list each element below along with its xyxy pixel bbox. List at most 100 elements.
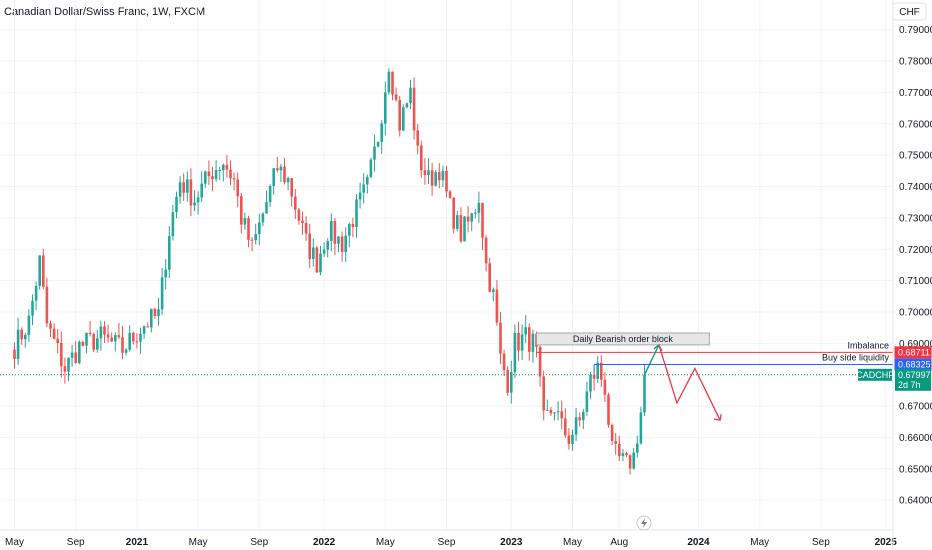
candle <box>625 451 628 458</box>
candle-body <box>384 92 387 124</box>
candle-body <box>88 332 92 335</box>
x-tick-label: May <box>376 537 395 548</box>
candle <box>308 223 311 268</box>
candle-body <box>182 182 185 193</box>
candle-body <box>42 255 45 287</box>
candle <box>380 120 383 154</box>
x-tick-label: 2024 <box>687 537 710 548</box>
candle <box>74 341 77 364</box>
candle-body <box>520 334 524 351</box>
candle-body <box>218 169 221 171</box>
candle-body <box>92 334 95 350</box>
candle-body <box>204 171 207 184</box>
candle <box>60 331 63 378</box>
candle <box>420 140 423 178</box>
candle <box>520 324 524 361</box>
candle <box>506 366 509 396</box>
candle <box>618 435 621 461</box>
candle-body <box>236 179 239 197</box>
candle-body <box>531 333 535 352</box>
candle-body <box>484 237 488 264</box>
candle <box>398 95 401 137</box>
candle <box>560 400 563 430</box>
candle-body <box>240 196 243 225</box>
candle-body <box>445 170 448 192</box>
candle-body <box>70 352 74 358</box>
candle-body <box>603 379 607 395</box>
candle <box>582 408 585 430</box>
candle <box>261 212 265 227</box>
candle <box>477 191 481 223</box>
candle <box>247 215 250 248</box>
candle-body <box>387 71 391 93</box>
candle-body <box>416 130 419 146</box>
x-tick-label: May <box>189 537 208 548</box>
candle-body <box>214 170 218 180</box>
candle-body <box>636 443 639 453</box>
candle <box>441 165 445 188</box>
candle <box>146 322 149 328</box>
candle <box>492 287 495 302</box>
currency-button[interactable]: CHF <box>892 2 927 21</box>
tradingview-icon[interactable] <box>636 515 652 531</box>
candle <box>225 154 229 178</box>
candle <box>333 218 337 256</box>
candle <box>16 317 20 366</box>
candle <box>430 162 434 196</box>
candle-body <box>297 209 301 221</box>
candle-body <box>628 455 632 469</box>
candle <box>222 163 225 182</box>
candle <box>355 194 358 238</box>
imbalance-label: Imbalance <box>847 340 889 350</box>
candle-body <box>434 172 437 186</box>
y-tick-label: 0.79000 <box>899 25 932 36</box>
x-tick-label: 2022 <box>313 537 336 548</box>
candle-body <box>470 213 473 222</box>
y-tick-label: 0.70000 <box>899 307 932 318</box>
candle <box>603 371 607 402</box>
candle <box>607 392 610 428</box>
candle <box>45 277 49 328</box>
candle <box>484 235 488 272</box>
candle-body <box>200 183 203 198</box>
annotations: Daily Bearish order block Imbalance Buy si… <box>0 332 893 421</box>
candle-body <box>589 375 592 392</box>
symbol-tag-bg <box>858 368 892 381</box>
candle <box>610 423 614 446</box>
candle-body <box>549 409 553 414</box>
candle-body <box>506 370 509 393</box>
projection-down-arrowhead <box>713 414 722 421</box>
y-tick-label: 0.78000 <box>899 57 932 68</box>
candle <box>319 245 322 276</box>
candle <box>387 68 391 95</box>
candle-body <box>639 412 643 444</box>
candle <box>171 205 175 241</box>
projection-down-path <box>658 344 721 421</box>
candle-body <box>67 357 70 372</box>
candle-body <box>276 168 279 171</box>
candle <box>20 327 23 345</box>
candle <box>394 87 398 102</box>
candle <box>150 308 153 333</box>
candle <box>117 322 121 340</box>
x-tick-label: Aug <box>610 537 628 548</box>
candle <box>448 189 452 199</box>
candle <box>517 321 520 361</box>
liquidity-label: Buy side liquidity <box>822 353 890 363</box>
candle-body <box>150 308 153 328</box>
candle-body <box>351 223 355 227</box>
candle-body <box>74 352 77 364</box>
y-tick-label: 0.73000 <box>899 213 932 224</box>
candle <box>556 401 560 421</box>
candle <box>513 324 517 379</box>
candle <box>42 248 45 290</box>
candle <box>164 259 167 290</box>
candle <box>92 332 95 353</box>
candle-body <box>96 338 99 350</box>
order-block-label: Daily Bearish order block <box>573 334 674 344</box>
candle <box>445 166 448 198</box>
candle-body <box>643 374 646 413</box>
candle <box>531 329 535 363</box>
